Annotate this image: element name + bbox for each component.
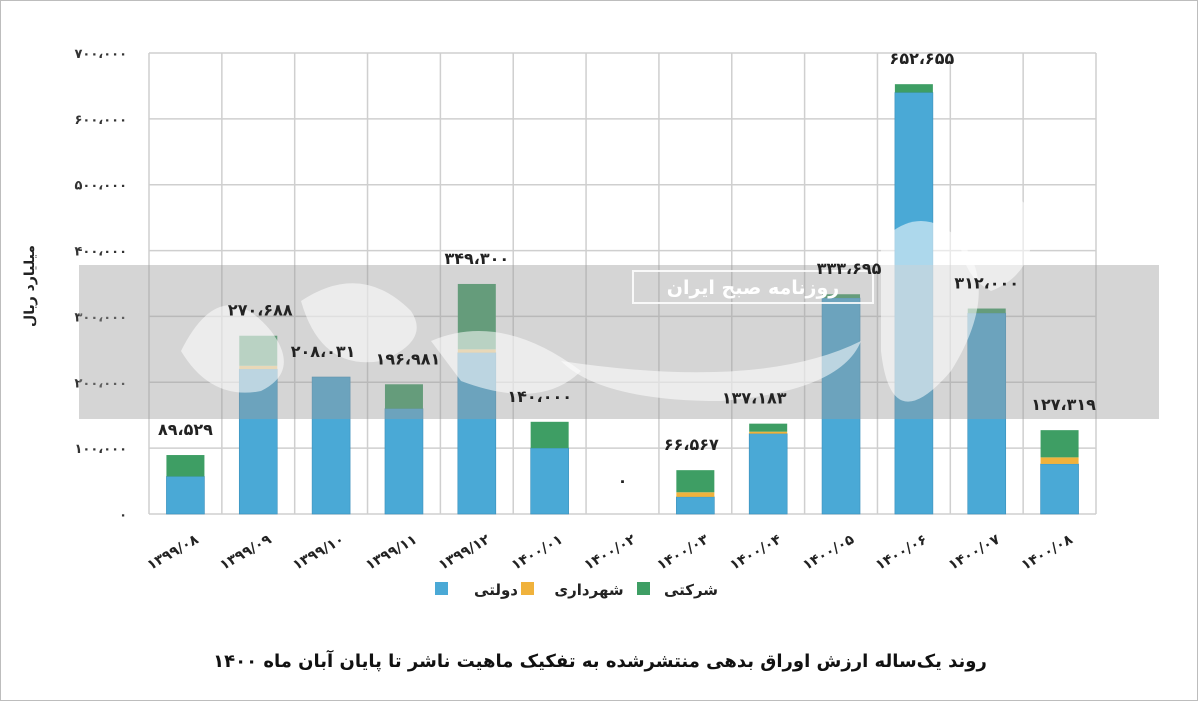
bar-segment-sherkati	[676, 470, 715, 493]
bar-segment-dolati	[748, 433, 788, 515]
x-tick-label: ۱۳۹۹/۱۰	[290, 532, 347, 574]
data-label: ۱۹۶،۹۸۱	[376, 349, 441, 368]
x-tick-label: ۱۴۰۰/۰۵	[800, 531, 857, 573]
bar-segment-dolati	[676, 496, 715, 515]
data-label: ۶۶،۵۶۷	[664, 435, 719, 454]
data-label: ۱۲۷،۳۱۹	[1031, 395, 1096, 414]
bar-segment-sherkati	[894, 84, 933, 93]
bar-segment-dolati	[166, 476, 205, 515]
bar-segment-sherkati	[749, 423, 788, 432]
bar-segment-dolati	[821, 297, 861, 515]
watermark-text: روزنامه صبح ایران	[667, 277, 839, 299]
legend-label-shahrdari: شهرداری	[554, 581, 623, 599]
x-tick-label: ۱۴۰۰/۰۳	[655, 531, 712, 573]
bar-chart: ۰ ۱۰۰،۰۰۰ ۲۰۰،۰۰۰ ۳۰۰،۰۰۰ ۴۰۰،۰۰۰ ۵۰۰،۰۰۰ ۶۰۰،…	[22, 47, 1159, 599]
x-tick-label: ۱۳۹۹/۱۱	[363, 532, 420, 574]
bar-segment-sherkati	[166, 455, 205, 477]
y-tick-label: ۴۰۰،۰۰۰	[74, 245, 127, 260]
legend: دولتی شهرداری شرکتی	[435, 581, 718, 599]
data-label: ۲۰۸،۰۳۱	[291, 342, 356, 361]
watermark-badge	[632, 270, 874, 304]
bar-segment-sherkati	[530, 421, 569, 449]
bar-segment-shahrdari	[1040, 457, 1079, 464]
data-label: ۶۵۲،۶۵۵	[890, 49, 955, 68]
bar-segment-sherkati	[822, 294, 861, 298]
bar-segment-sherkati	[967, 308, 1006, 314]
bar-segment-dolati	[1040, 463, 1079, 515]
bar-segment-shahrdari	[749, 431, 788, 434]
data-label: ۱۳۷،۱۸۳	[722, 389, 787, 408]
data-label: ۳۳۳،۶۹۵	[817, 259, 882, 278]
y-axis-label: میلیارد ریال	[22, 245, 38, 327]
x-tick-label: ۱۴۰۰/۰۷	[946, 531, 1003, 573]
y-tick-label: ۷۰۰،۰۰۰	[74, 47, 127, 62]
x-tick-label: ۱۴۰۰/۰۴	[727, 531, 784, 573]
x-tick-label: ۱۴۰۰/۰۶	[873, 532, 930, 574]
bar-segment-dolati	[967, 312, 1007, 515]
bar-segment-dolati	[530, 447, 569, 515]
legend-swatch-dolati	[435, 582, 448, 595]
bar-segment-dolati	[384, 408, 424, 515]
bar-segment-shahrdari	[676, 492, 715, 497]
x-tick-label: ۱۴۰۰/۰۸	[1019, 531, 1076, 573]
legend-swatch-sherkati	[637, 582, 650, 595]
data-label: ۳۱۲،۰۰۰	[954, 274, 1019, 293]
y-tick-label: ۱۰۰،۰۰۰	[74, 442, 127, 457]
legend-label-sherkati: شرکتی	[664, 581, 718, 599]
bar-segment-sherkati	[384, 384, 423, 409]
bar-segment-dolati	[311, 376, 351, 515]
data-label: ۰	[618, 471, 628, 490]
data-label: ۲۷۰،۶۸۸	[228, 301, 293, 320]
x-tick-label: ۱۳۹۹/۰۸	[145, 531, 202, 573]
y-tick-label: ۶۰۰،۰۰۰	[74, 113, 127, 128]
x-tick-label: ۱۴۰۰/۰۱	[509, 532, 566, 574]
legend-swatch-shahrdari	[521, 582, 534, 595]
watermark-logo-icon	[181, 188, 1033, 402]
watermark: روزنامه صبح ایران	[79, 188, 1159, 419]
data-label: ۱۴۰،۰۰۰	[507, 387, 572, 406]
x-tick-label: ۱۳۹۹/۱۲	[436, 531, 493, 573]
data-label: ۳۴۹،۳۰۰	[444, 249, 509, 268]
y-tick-label: ۲۰۰،۰۰۰	[74, 376, 127, 391]
legend-label-dolati: دولتی	[474, 581, 518, 599]
chart-caption: روند یک‌ساله ارزش اوراق بدهی منتشرشده به…	[213, 651, 987, 672]
x-tick-label: ۱۳۹۹/۰۹	[217, 531, 274, 573]
y-tick-label: ۰	[119, 508, 127, 523]
bar-segment-sherkati	[1040, 430, 1079, 458]
bar-segment-dolati	[238, 368, 278, 515]
data-label: ۸۹،۵۲۹	[158, 420, 213, 439]
x-tick-label: ۱۴۰۰/۰۲	[582, 531, 639, 573]
y-tick-label: ۳۰۰،۰۰۰	[74, 310, 127, 325]
y-tick-label: ۵۰۰،۰۰۰	[74, 179, 127, 194]
